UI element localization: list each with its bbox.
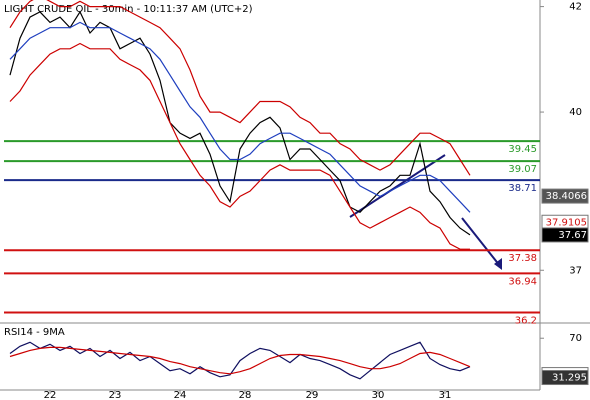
y-tick-label: 37 <box>569 265 582 276</box>
series-line <box>9 346 471 375</box>
series-line <box>9 21 471 213</box>
price-marker: 37.67 <box>558 230 587 241</box>
y-tick-label: 42 <box>569 2 582 13</box>
x-tick-label: 30 <box>372 390 385 400</box>
level-label: 38.71 <box>508 183 537 194</box>
x-tick-label: 29 <box>306 390 319 400</box>
rsi-marker: 31.295 <box>552 373 587 384</box>
level-label: 39.07 <box>508 164 537 175</box>
series-line <box>9 42 470 250</box>
arrow-head <box>494 258 502 270</box>
x-tick-label: 23 <box>109 390 122 400</box>
level-label: 36.2 <box>515 315 537 326</box>
x-tick-label: 24 <box>174 390 187 400</box>
x-tick-label: 28 <box>239 390 252 400</box>
series-line <box>9 0 471 176</box>
y-tick-label: 40 <box>569 107 582 118</box>
x-tick-label: 31 <box>439 390 452 400</box>
price-marker-box <box>541 227 589 243</box>
price-marker: 37.9105 <box>546 217 587 228</box>
level-label: 39.45 <box>508 144 537 155</box>
level-label: 37.38 <box>508 253 537 264</box>
price-marker: 38.4066 <box>546 191 587 202</box>
x-tick-label: 22 <box>44 390 57 400</box>
price-marker-box <box>541 188 589 204</box>
rsi-marker-box <box>541 370 589 386</box>
forecast-arrow <box>461 217 501 267</box>
rsi-title: RSI14 - 9MA <box>4 327 65 338</box>
chart-title: LIGHT CRUDE OIL - 30min - 10:11:37 AM (U… <box>4 4 253 15</box>
level-label: 36.94 <box>508 276 537 287</box>
y2-tick-label: 70 <box>569 333 582 344</box>
